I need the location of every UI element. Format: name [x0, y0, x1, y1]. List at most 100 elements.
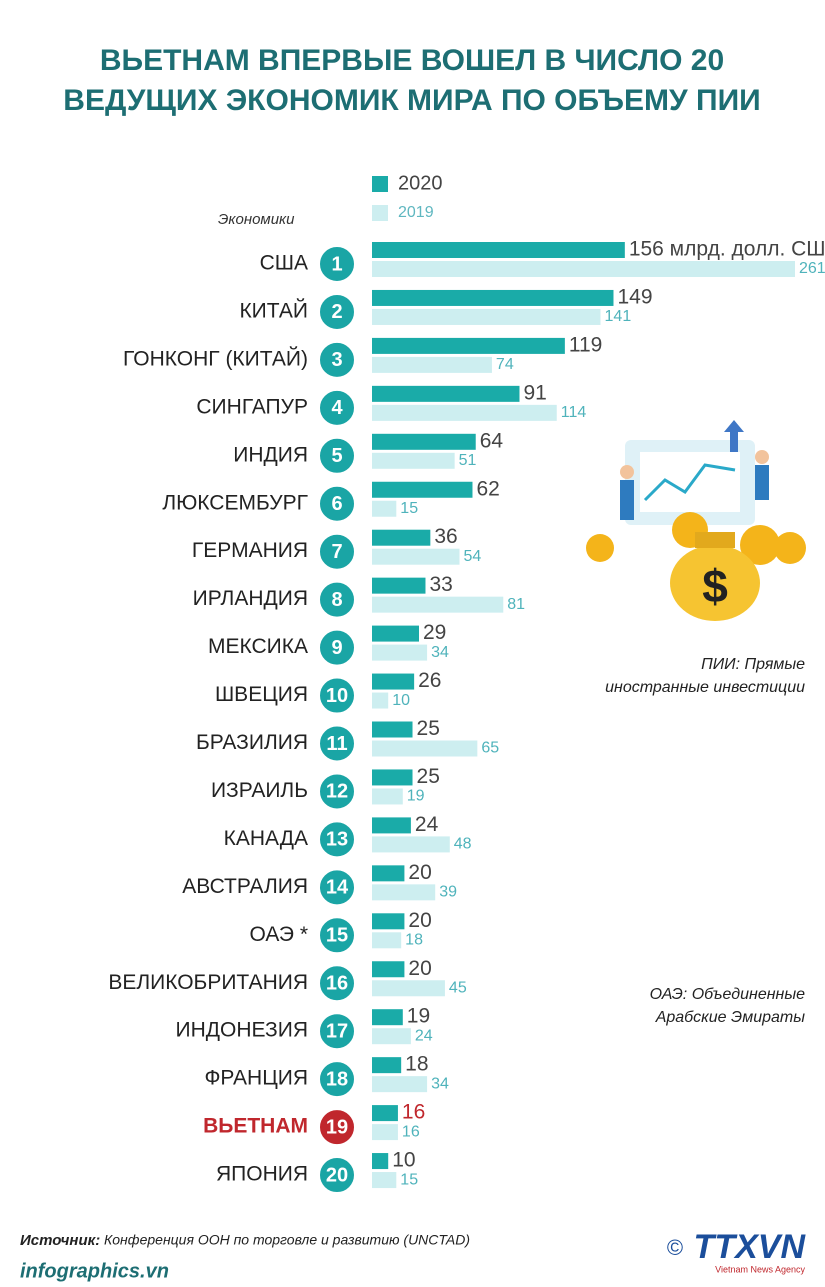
rank-label: 14 [326, 877, 349, 899]
bar [372, 1105, 398, 1122]
rank-badge [318, 772, 356, 811]
rank-badge [318, 964, 356, 1003]
category-label: ИРЛАНДИЯ [193, 587, 308, 610]
rank-label: 5 [331, 445, 342, 467]
rank-label: 2 [331, 301, 342, 323]
bar [372, 481, 473, 498]
bar [372, 356, 492, 373]
legend-swatch [372, 176, 388, 192]
rank-badge [318, 1060, 356, 1099]
rank-label: 20 [326, 1164, 348, 1186]
value-label: 16 [402, 1123, 420, 1140]
value-label: 19 [407, 1005, 430, 1028]
rank-label: 6 [331, 493, 342, 515]
rank-label: 11 [326, 733, 347, 755]
category-label: ЯПОНИЯ [216, 1163, 308, 1186]
value-label: 114 [561, 404, 587, 421]
rank-badge [318, 868, 356, 907]
bar [372, 1153, 389, 1170]
bar [372, 644, 428, 661]
rank-badge [318, 292, 356, 331]
bar [372, 884, 436, 901]
rank-label: 12 [326, 781, 348, 803]
bar [372, 769, 413, 786]
bar [372, 673, 415, 690]
rank-label: 7 [331, 541, 342, 563]
value-label: 34 [431, 1075, 449, 1092]
rank-badge [318, 340, 356, 379]
source: Конференция ООН по торговле и развитию (… [104, 1232, 470, 1248]
bar [372, 980, 445, 997]
bar [372, 836, 450, 853]
rank-badge [318, 628, 356, 667]
value-label: 15 [400, 1171, 418, 1188]
value-label: 26 [418, 669, 441, 692]
category-label: АВСТРАЛИЯ [182, 875, 308, 898]
note: ПИИ: Прямые иностранные инвестиции [605, 656, 805, 696]
value-label: 54 [464, 548, 482, 565]
value-label: 24 [415, 813, 439, 836]
category-label: СИНГАПУР [196, 395, 308, 418]
bar [372, 577, 426, 594]
bar [372, 961, 405, 978]
bar [372, 932, 402, 949]
bar [372, 242, 625, 258]
bar [372, 452, 455, 469]
bar [372, 1009, 403, 1026]
category-label: ВЬЕТНАМ [203, 1115, 308, 1138]
rank-badge [318, 724, 356, 763]
value-label: 10 [392, 1149, 415, 1172]
rank-badge [318, 245, 356, 283]
rank-badge [318, 676, 356, 715]
rank-label: 13 [326, 829, 348, 851]
category-label: КИТАЙ [239, 298, 308, 322]
bar [372, 1172, 397, 1189]
value-label: 141 [605, 308, 632, 325]
rank-label: 18 [326, 1068, 348, 1090]
value-label: 29 [423, 621, 446, 644]
value-label: 36 [434, 525, 457, 548]
rank-badge [318, 1108, 356, 1147]
value-label: 64 [480, 429, 504, 452]
value-label: 20 [408, 861, 431, 884]
logo-subtitle: Vietnam News Agency [715, 1264, 805, 1274]
value-label: 149 [617, 285, 652, 308]
bar [372, 596, 504, 613]
rank-badge [318, 436, 356, 475]
rank-label: 9 [331, 637, 342, 659]
logo: TTXVN [694, 1228, 807, 1266]
category-label: ФРАНЦИЯ [204, 1067, 308, 1090]
value-label: 34 [431, 644, 449, 661]
rank-label: 8 [331, 589, 342, 611]
category-label: ИНДОНЕЗИЯ [176, 1019, 308, 1042]
value-label: 20 [408, 957, 431, 980]
bar [372, 529, 431, 546]
value-label: 25 [417, 717, 440, 740]
legend-label: 2019 [398, 204, 434, 221]
bar [372, 721, 413, 738]
rank-badge [318, 388, 356, 427]
rank-badge [318, 1156, 356, 1195]
bar [372, 404, 557, 421]
value-label: 16 [402, 1101, 425, 1124]
bar [372, 500, 397, 517]
bar [372, 385, 520, 402]
title-line: ВЬЕТНАМ ВПЕРВЫЕ ВОШЕЛ В ЧИСЛО 20 [100, 44, 724, 77]
rank-label: 1 [331, 253, 342, 275]
bar [372, 289, 614, 306]
note: ОАЭ: Объединенные Арабские Эмираты [650, 986, 806, 1026]
value-label: 39 [439, 884, 457, 901]
rank-badge [318, 580, 356, 619]
site: infographics.vn [20, 1260, 169, 1282]
illustration: $ [586, 420, 806, 621]
bar [372, 740, 478, 757]
value-label: 10 [392, 692, 410, 709]
bar [372, 1057, 402, 1074]
bar [372, 817, 411, 834]
category-label: ИНДИЯ [233, 443, 308, 466]
category-label: ГОНКОНГ (КИТАЙ) [123, 346, 308, 370]
value-label: 20 [408, 909, 431, 932]
legend-swatch [372, 205, 388, 221]
